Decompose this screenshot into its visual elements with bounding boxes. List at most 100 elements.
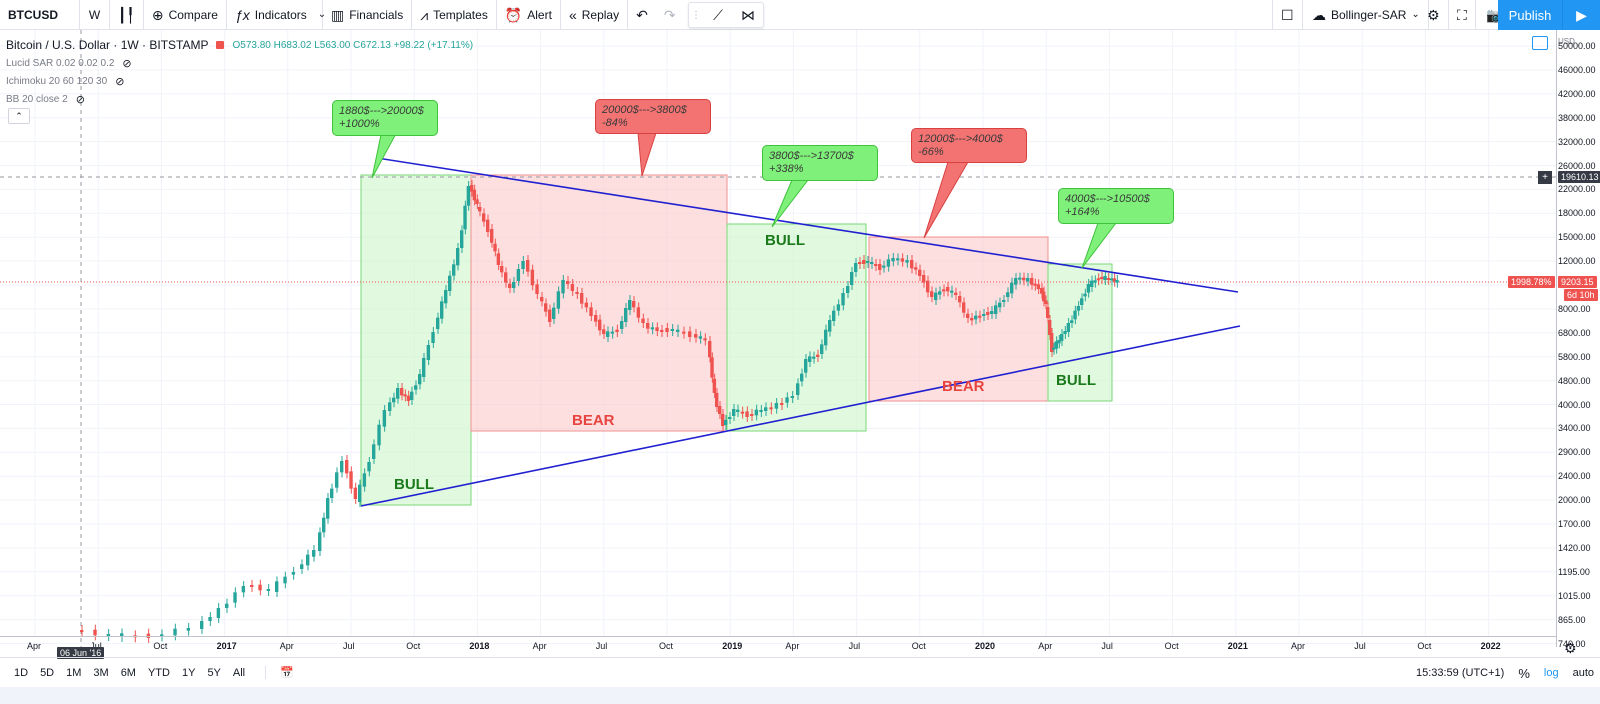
axis-settings-button[interactable]: ⚙ — [1564, 640, 1577, 657]
indicators-button[interactable]: ƒx Indicators ⌄ — [227, 0, 326, 30]
collapse-legend-button[interactable]: ⌃ — [8, 108, 30, 124]
redo-button[interactable]: ↷ — [656, 0, 684, 30]
range-5y[interactable]: 5Y — [207, 666, 221, 679]
candlestick-series — [80, 180, 1119, 643]
settings-button[interactable]: ⚙ — [1419, 0, 1449, 30]
candle-body — [580, 293, 584, 304]
drag-handle-icon[interactable]: ⋮ — [691, 9, 701, 21]
range-all[interactable]: All — [232, 666, 246, 679]
interval-button[interactable]: W — [80, 0, 110, 30]
candle-body — [1106, 278, 1111, 280]
candle-body — [628, 300, 632, 310]
percent-change-tag: 1998.78% — [1508, 276, 1555, 288]
candle-body — [396, 388, 400, 399]
candle-body — [448, 275, 452, 291]
candle-body — [934, 292, 938, 300]
annotation-2-line2: -84% — [602, 117, 628, 129]
undo-button[interactable]: ↶ — [628, 0, 656, 30]
time-tick: Oct — [659, 641, 674, 651]
eye-hidden-icon[interactable]: ⊘ — [75, 93, 85, 106]
annotation-4[interactable]: 12000$--->4000$ -66% — [911, 128, 1027, 163]
layout-name: Bollinger-SAR — [1331, 7, 1407, 22]
crosshair-plus-icon[interactable]: + — [1538, 171, 1552, 184]
eye-hidden-icon[interactable]: ⊘ — [115, 75, 125, 88]
compare-button[interactable]: ⊕ Compare — [144, 0, 227, 30]
candle-body — [444, 290, 448, 304]
resistance-trendline — [376, 157, 1239, 293]
replay-button[interactable]: « Replay — [561, 0, 629, 30]
auto-scale-button[interactable] — [1532, 36, 1548, 50]
trendline-tool-icon[interactable]: ⟋ — [713, 6, 723, 23]
horizontal-scrollbar[interactable] — [0, 687, 1600, 704]
price-axis[interactable] — [1556, 30, 1600, 647]
legend-indicator-row[interactable]: Ichimoku 20 60 120 30 ⊘ — [6, 72, 473, 90]
legend-main-row[interactable]: Bitcoin / U.S. Dollar · 1W · BITSTAMP O5… — [6, 36, 473, 54]
range-1y[interactable]: 1Y — [181, 666, 196, 679]
candle-body — [526, 260, 530, 272]
percent-scale-button[interactable]: % — [1518, 665, 1530, 681]
candle-body — [682, 331, 686, 334]
candle-body — [1036, 284, 1041, 289]
candle-body — [362, 473, 367, 487]
annotation-2[interactable]: 20000$--->3800$ -84% — [595, 99, 711, 134]
time-tick: Jul — [1354, 641, 1366, 651]
candle-body — [715, 393, 719, 407]
bar-chart-icon: ▥ — [330, 6, 345, 23]
templates-button[interactable]: ⩘ Templates — [412, 0, 497, 30]
candle-body — [475, 199, 479, 204]
candle-body — [808, 356, 812, 362]
candle-body — [796, 383, 800, 395]
legend-indicator-row[interactable]: BB 20 close 2 ⊘ — [6, 90, 473, 108]
goto-date-button[interactable]: 📅 — [265, 666, 300, 679]
candle-body — [388, 402, 392, 411]
annotation-3[interactable]: 3800$--->13700$ +338% — [762, 145, 878, 181]
eye-hidden-icon[interactable]: ⊘ — [122, 57, 132, 70]
alert-button[interactable]: ⏰ Alert — [497, 0, 561, 30]
range-1d[interactable]: 1D — [14, 666, 29, 679]
chart-style-button[interactable]: ┃╿ — [110, 0, 144, 30]
candle-body — [552, 307, 556, 319]
candle-body — [1002, 300, 1006, 302]
zone-label-bull-1: BULL — [394, 476, 434, 493]
candle-body — [1083, 293, 1087, 297]
select-all-button[interactable]: ☐ — [1272, 0, 1303, 30]
range-ytd[interactable]: YTD — [147, 666, 170, 679]
layout-button[interactable]: ☁ Bollinger-SAR ⌄ — [1304, 0, 1429, 30]
range-1m[interactable]: 1M — [66, 666, 82, 679]
candle-body — [1022, 277, 1026, 281]
candle-body — [540, 297, 544, 302]
price-chart[interactable] — [0, 30, 1556, 647]
log-scale-button[interactable]: log — [1543, 667, 1559, 679]
fullscreen-button[interactable]: ⛶ — [1449, 0, 1476, 30]
financials-button[interactable]: ▥ Financials — [323, 0, 413, 30]
symbol-search[interactable]: BTCUSD — [0, 0, 80, 30]
time-axis[interactable] — [0, 636, 1556, 657]
range-5d[interactable]: 5D — [40, 666, 55, 679]
bear-zone-1 — [470, 174, 728, 432]
range-6m[interactable]: 6M — [120, 666, 136, 679]
ohlc-values: O573.80 H683.02 L563.00 C672.13 +98.22 (… — [232, 39, 474, 51]
candle-body — [774, 403, 779, 409]
candle-body — [962, 302, 966, 313]
candle-body — [1100, 277, 1104, 279]
indicator-bollinger: BB 20 close 2 — [6, 93, 68, 105]
bear-zone-2 — [868, 236, 1049, 402]
compare-label: Compare — [168, 7, 218, 22]
price-tick: 32000.00 — [1558, 136, 1596, 147]
pattern-tool-icon[interactable]: ⋈ — [741, 6, 755, 23]
replay-label: Replay — [581, 7, 620, 22]
publish-button[interactable]: Publish — [1498, 0, 1562, 30]
auto-scale-toggle[interactable]: auto — [1572, 667, 1594, 679]
price-tick: 2000.00 — [1558, 495, 1591, 506]
price-tick: 1700.00 — [1558, 519, 1591, 529]
legend-indicator-row[interactable]: Lucid SAR 0.02 0.02 0.2 ⊘ — [6, 54, 473, 72]
candle-body — [1086, 284, 1091, 293]
annotation-5[interactable]: 4000$--->10500$ +164% — [1058, 188, 1174, 224]
candle-body — [1115, 280, 1119, 283]
play-button[interactable]: ▶ — [1562, 0, 1600, 30]
candle-body — [745, 411, 749, 417]
clock[interactable]: 15:33:59 (UTC+1) — [1415, 667, 1505, 679]
annotation-1[interactable]: 1880$--->20000$ +1000% — [332, 100, 438, 136]
candle-body — [93, 629, 97, 636]
range-3m[interactable]: 3M — [93, 666, 109, 679]
